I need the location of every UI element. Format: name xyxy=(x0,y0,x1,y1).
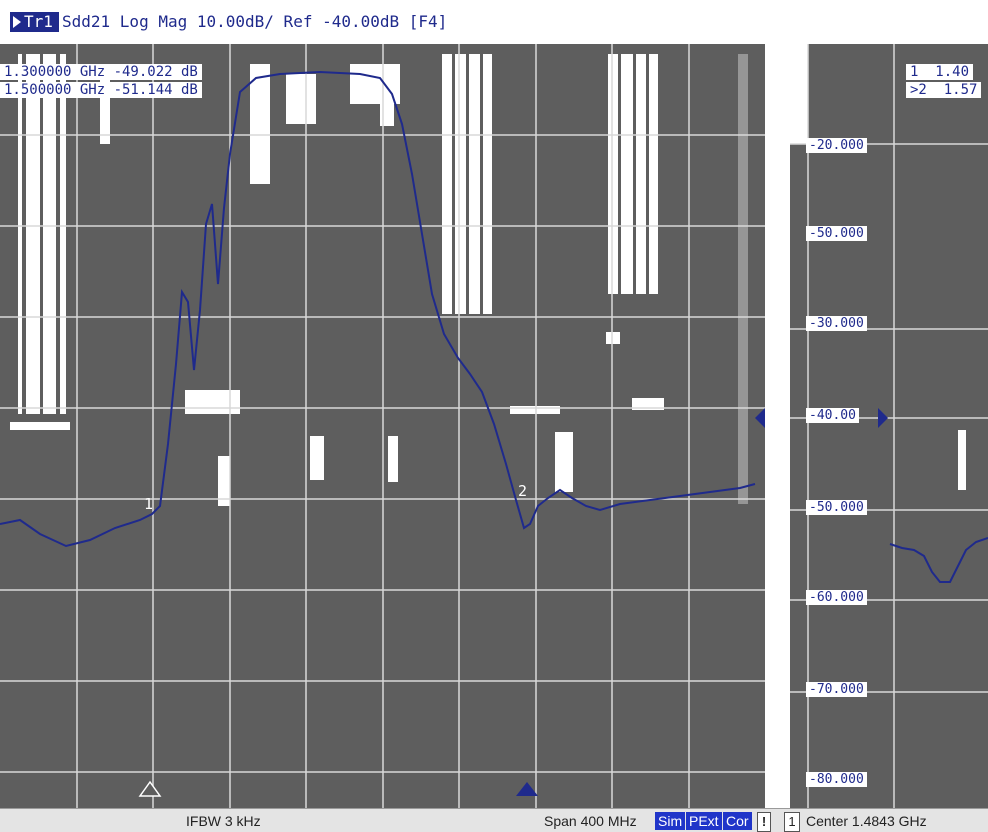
scale-label: -80.000 xyxy=(806,772,867,787)
span-status[interactable]: Span 400 MHz xyxy=(544,813,637,829)
sim-badge: Sim xyxy=(655,812,686,830)
graticule xyxy=(0,44,765,808)
scale-label: -30.000 xyxy=(806,316,867,331)
channel-indicator[interactable]: 1 xyxy=(784,812,800,832)
marker-2-label: 2 xyxy=(518,482,527,500)
marker-1[interactable]: 1 xyxy=(138,495,162,797)
marker-2[interactable]: 2 xyxy=(516,482,538,796)
pext-badge: PExt xyxy=(686,812,722,830)
active-trace-arrow-icon xyxy=(13,16,21,28)
marker-1-triangle-icon xyxy=(138,780,162,797)
scale-label: -70.000 xyxy=(806,682,867,697)
sdd21-trace xyxy=(0,70,756,548)
secondary-plot xyxy=(790,44,988,808)
ifbw-status[interactable]: IFBW 3 kHz xyxy=(186,813,261,829)
right-readout-2: >2 1.57 xyxy=(906,82,982,98)
trace-badge-label: Tr1 xyxy=(24,12,53,31)
trace-plot[interactable]: 1 2 xyxy=(0,44,765,808)
center-frequency-status[interactable]: Center 1.4843 GHz xyxy=(806,813,927,829)
reference-right-arrow-icon xyxy=(878,408,888,428)
reference-level-arrow-icon xyxy=(755,408,765,428)
marker-2-triangle-icon xyxy=(516,782,538,796)
trace-title-bar: Tr1 Sdd21 Log Mag 10.00dB/ Ref -40.00dB … xyxy=(0,0,988,44)
secondary-trace xyxy=(889,537,988,583)
scale-label: -60.000 xyxy=(806,590,867,605)
scale-label: -40.00 xyxy=(806,408,859,423)
trace-settings-title[interactable]: Sdd21 Log Mag 10.00dB/ Ref -40.00dB [F4] xyxy=(62,12,448,31)
status-bar: IFBW 3 kHz Span 400 MHz Sim PExt Cor ! 1… xyxy=(0,808,988,832)
window-splitter[interactable] xyxy=(765,44,790,808)
marker-1-label: 1 xyxy=(144,495,153,513)
warning-indicator[interactable]: ! xyxy=(757,812,771,832)
scale-label: -20.000 xyxy=(806,138,867,153)
marker-2-readout: 1.500000 GHz -51.144 dB xyxy=(0,82,202,98)
marker-1-readout: 1.300000 GHz -49.022 dB xyxy=(0,64,202,80)
scale-label: -50.000 xyxy=(806,226,867,241)
right-readout-1: 1 1.40 xyxy=(906,64,974,80)
scale-label: -50.000 xyxy=(806,500,867,515)
cor-badge: Cor xyxy=(723,812,752,830)
active-trace-badge[interactable]: Tr1 xyxy=(10,12,59,32)
